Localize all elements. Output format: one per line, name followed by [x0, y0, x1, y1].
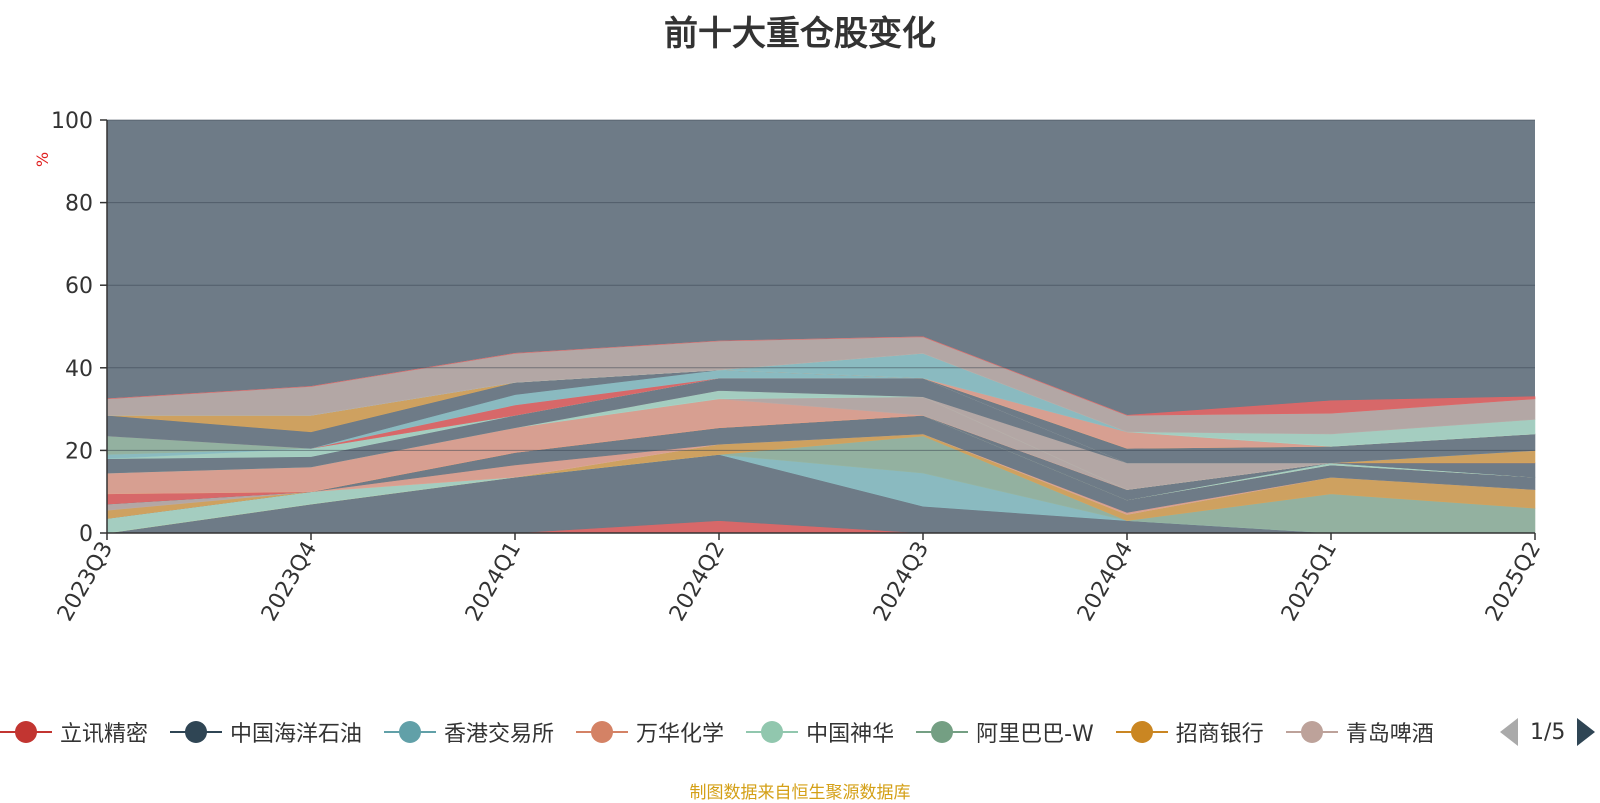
x-tick-label: 2025Q1	[1277, 538, 1342, 626]
legend-marker-icon	[0, 720, 52, 744]
legend: 立讯精密 中国海洋石油 香港交易所 万华化学 中国神华 阿里巴巴-W 招商银行 青岛啤酒 1/…	[0, 712, 1600, 752]
x-tick-label: 2024Q1	[461, 538, 526, 626]
legend-label: 万华化学	[636, 722, 725, 747]
legend-marker-dot	[15, 721, 37, 743]
stacked-area-chart: 0 20 40 60 80 100 2023Q3 2023Q4 2024Q1 2024Q2 2024…	[51, 109, 1546, 626]
legend-marker-dot	[1130, 721, 1153, 743]
legend-item[interactable]: 万华化学	[576, 712, 746, 752]
y-tick-label: 60	[65, 274, 93, 299]
y-tick-label: 0	[79, 522, 93, 547]
y-tick-label: 100	[51, 109, 93, 134]
legend-item[interactable]: 青岛啤酒	[1285, 712, 1456, 752]
y-tick-label: 20	[65, 439, 93, 464]
legend-items: 立讯精密 中国海洋石油 香港交易所 万华化学 中国神华 阿里巴巴-W 招商银行 青岛啤酒	[0, 712, 1483, 752]
legend-marker-dot	[931, 721, 954, 743]
legend-pager: 1/5	[1500, 712, 1600, 752]
area-series-32	[106, 336, 1536, 416]
legend-marker-icon	[384, 720, 437, 744]
legend-marker-icon	[1285, 720, 1338, 744]
legend-marker-icon	[916, 720, 969, 744]
legend-item[interactable]: 招商银行	[1115, 712, 1286, 752]
legend-label: 青岛啤酒	[1345, 722, 1434, 747]
legend-next-page-icon[interactable]	[1577, 718, 1596, 746]
legend-label: 阿里巴巴-W	[976, 722, 1094, 747]
legend-label: 香港交易所	[444, 722, 555, 747]
x-tick-label: 2023Q3	[53, 538, 118, 626]
source-note: 制图数据来自恒生聚源数据库	[689, 783, 911, 803]
x-tick-label: 2024Q4	[1073, 538, 1138, 626]
legend-marker-dot	[1300, 721, 1323, 743]
x-tick-label: 2025Q2	[1481, 538, 1546, 626]
legend-item[interactable]: 中国神华	[746, 712, 916, 752]
legend-marker-icon	[170, 720, 223, 744]
legend-marker-dot	[399, 721, 422, 743]
legend-label: 招商银行	[1175, 722, 1264, 747]
legend-label: 立讯精密	[60, 722, 149, 747]
chart-title: 前十大重仓股变化	[664, 14, 936, 54]
legend-marker-icon	[746, 720, 799, 744]
legend-item[interactable]: 立讯精密	[0, 712, 170, 752]
legend-marker-icon	[1115, 720, 1168, 744]
x-tick-label: 2024Q2	[665, 538, 730, 626]
legend-item[interactable]: 中国海洋石油	[170, 712, 384, 752]
legend-label: 中国神华	[806, 722, 895, 747]
x-tick-label: 2024Q3	[869, 538, 934, 626]
legend-marker-dot	[591, 721, 614, 743]
legend-marker-dot	[761, 721, 784, 743]
legend-label: 中国海洋石油	[230, 722, 363, 747]
legend-prev-page-icon[interactable]	[1500, 718, 1518, 746]
legend-item[interactable]: 阿里巴巴-W	[916, 712, 1116, 752]
legend-marker-dot	[185, 721, 208, 743]
legend-page-indicator: 1/5	[1530, 719, 1566, 745]
legend-marker-icon	[576, 720, 629, 744]
legend-item[interactable]: 香港交易所	[384, 712, 576, 752]
y-tick-label: 40	[65, 357, 93, 382]
y-tick-label: 80	[65, 192, 93, 217]
x-tick-label: 2023Q4	[257, 538, 322, 626]
